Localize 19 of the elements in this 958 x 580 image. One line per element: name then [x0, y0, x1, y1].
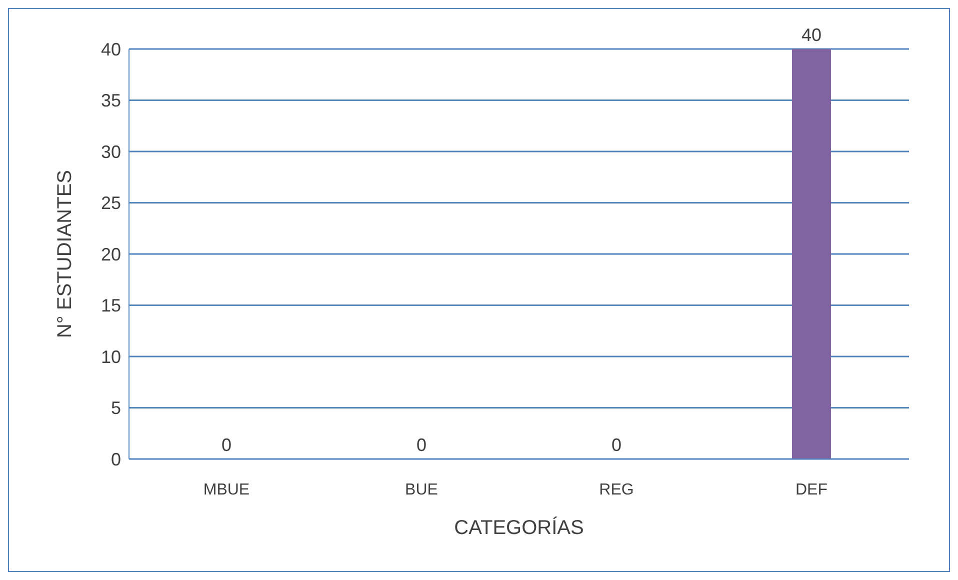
x-tick-label: BUE: [405, 481, 438, 498]
y-tick-label: 20: [100, 244, 121, 264]
data-label: 0: [611, 435, 622, 455]
y-tick-label: 10: [100, 346, 121, 367]
y-tick-label: 40: [100, 39, 121, 60]
x-tick-label: DEF: [796, 481, 828, 498]
x-tick-label: REG: [599, 481, 634, 498]
y-tick-label: 25: [100, 193, 121, 214]
data-label: 0: [416, 435, 427, 455]
y-tick-label: 30: [100, 142, 121, 162]
data-label: 40: [801, 25, 822, 45]
y-tick-label: 35: [100, 90, 121, 111]
x-tick-label: MBUE: [203, 481, 250, 498]
y-tick-label: 0: [110, 449, 121, 470]
y-tick-label: 15: [100, 296, 121, 316]
x-axis-title: CATEGORÍAS: [454, 516, 584, 539]
y-axis-title: N° ESTUDIANTES: [54, 170, 76, 338]
y-tick-label: 5: [110, 398, 121, 418]
data-label: 0: [221, 435, 232, 455]
